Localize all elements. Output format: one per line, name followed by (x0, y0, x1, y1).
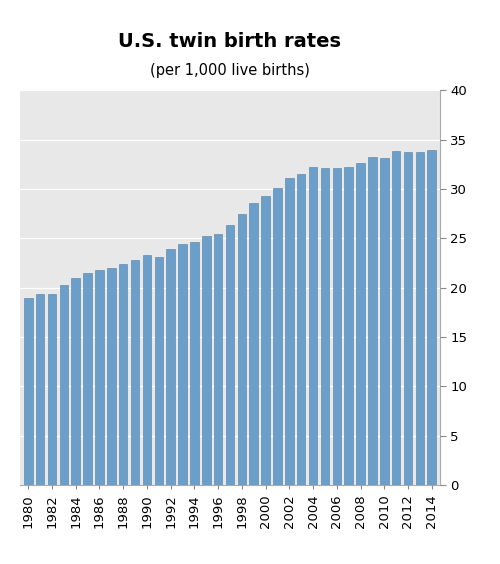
Bar (332, 168, 341, 485)
Bar (95, 270, 104, 485)
Bar (60, 285, 68, 485)
Bar (142, 255, 151, 485)
Bar (404, 152, 412, 485)
Bar (380, 158, 388, 485)
Bar (178, 244, 187, 485)
Bar (107, 268, 116, 485)
Bar (392, 152, 400, 485)
Bar (72, 277, 80, 485)
Bar (154, 257, 163, 485)
Text: U.S. twin birth rates: U.S. twin birth rates (118, 32, 342, 51)
Bar (24, 298, 32, 485)
Text: (per 1,000 live births): (per 1,000 live births) (150, 63, 310, 78)
Bar (320, 168, 329, 485)
Bar (214, 235, 222, 485)
Bar (238, 214, 246, 485)
Bar (368, 157, 376, 485)
Bar (344, 167, 353, 485)
Bar (250, 203, 258, 485)
Bar (356, 164, 365, 485)
Bar (84, 273, 92, 485)
Bar (416, 152, 424, 485)
Bar (119, 264, 128, 485)
Bar (36, 293, 44, 485)
Bar (190, 243, 198, 485)
Bar (262, 196, 270, 485)
Bar (297, 174, 306, 485)
Bar (48, 293, 56, 485)
Bar (273, 188, 281, 485)
Bar (428, 151, 436, 485)
Bar (309, 167, 318, 485)
Bar (226, 226, 234, 485)
Bar (131, 260, 140, 485)
Bar (166, 249, 175, 485)
Bar (202, 236, 210, 485)
Bar (285, 178, 294, 485)
